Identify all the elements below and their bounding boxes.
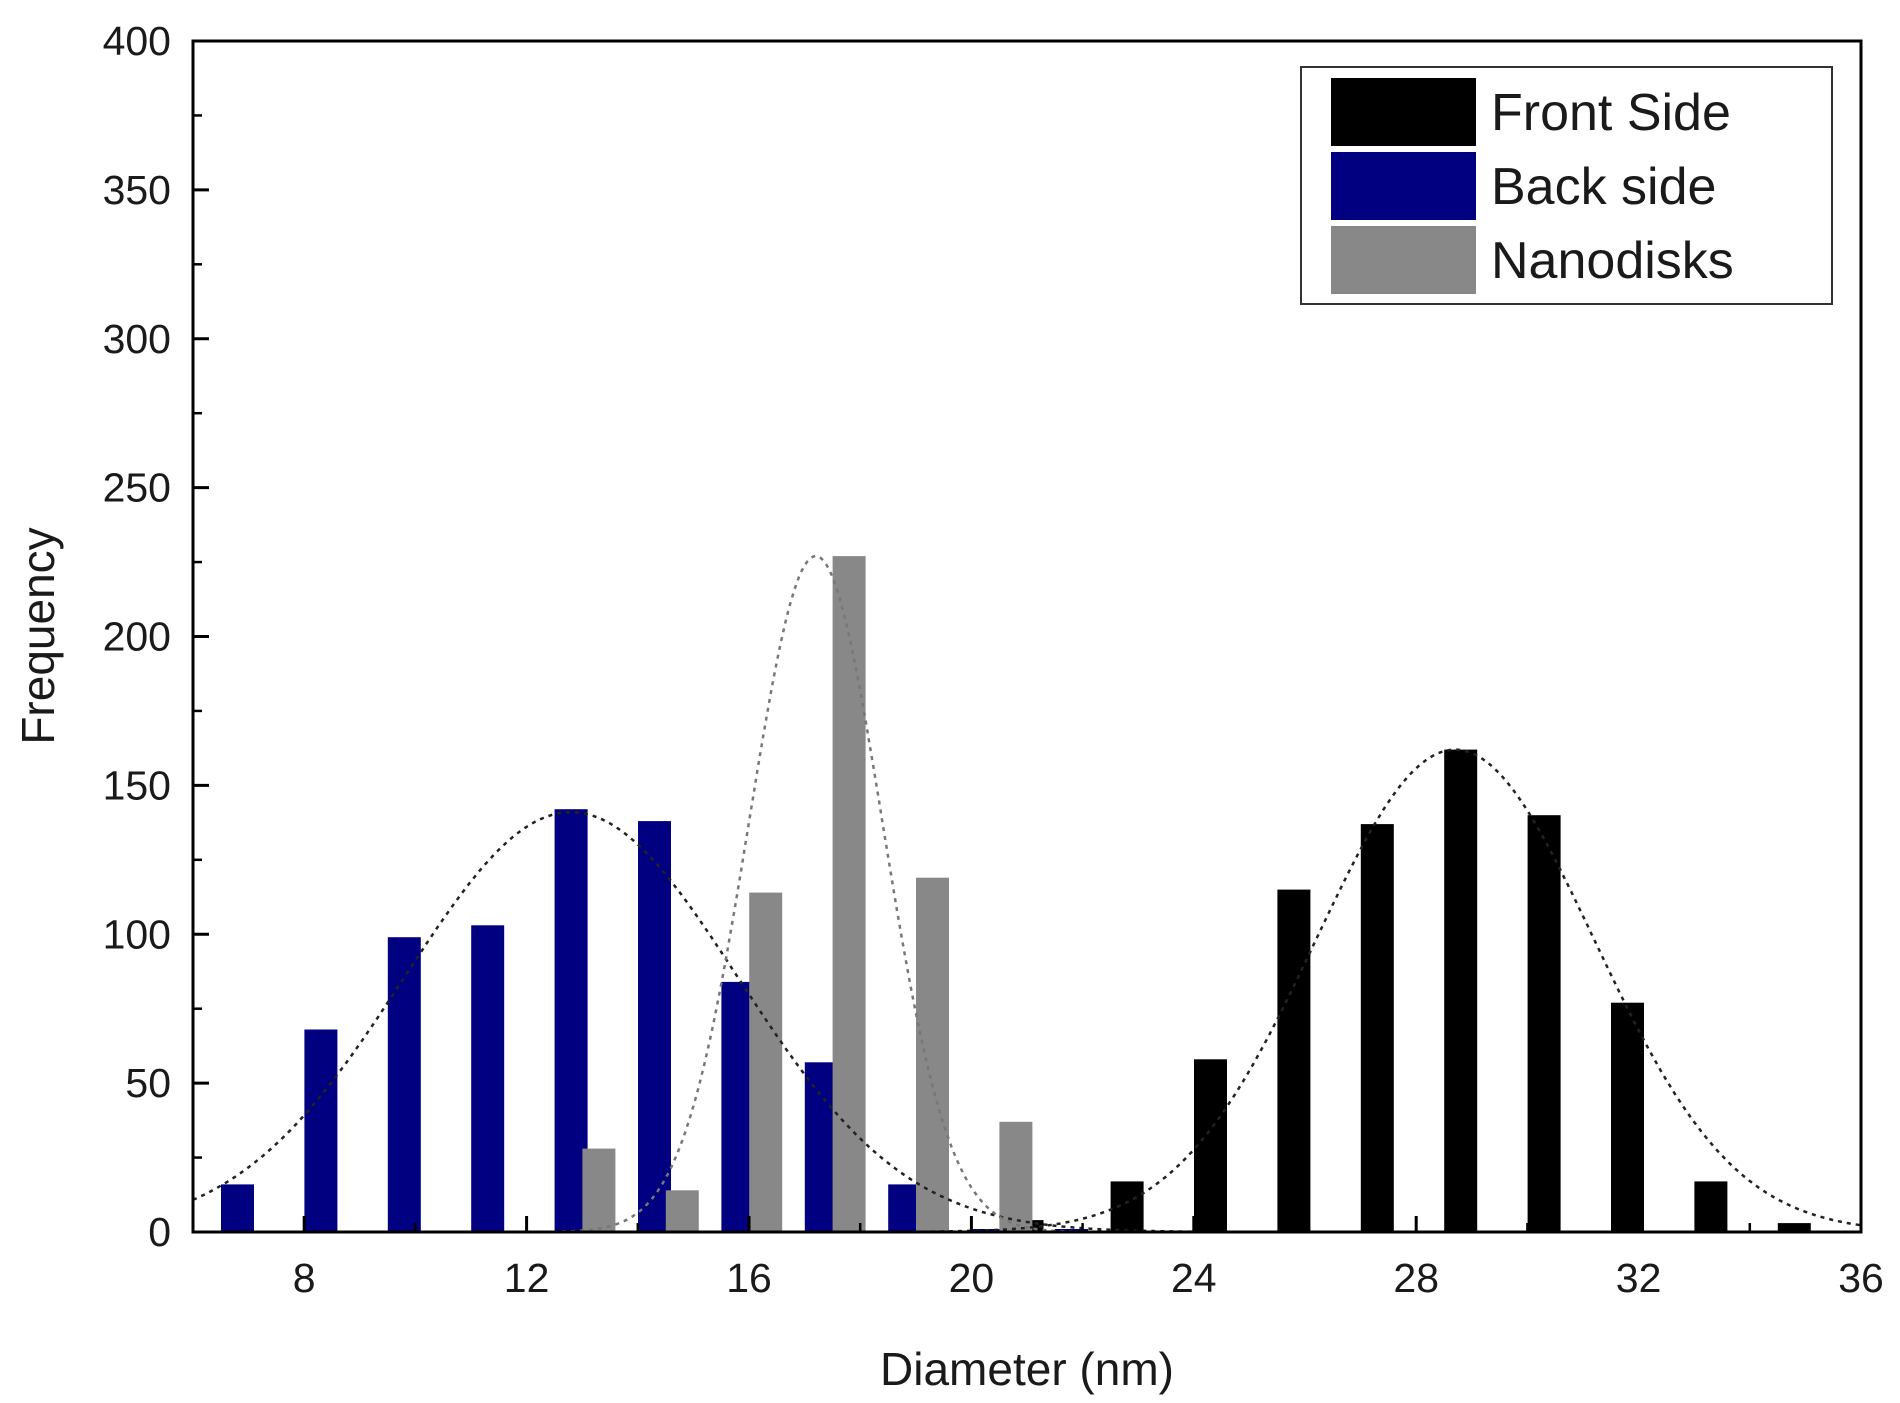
- legend-item-back-side: Back side: [1331, 152, 1716, 220]
- legend-item-nanodisks: Nanodisks: [1331, 226, 1734, 294]
- bar-back-side: [304, 1029, 338, 1232]
- bar-front-side: [1277, 889, 1311, 1232]
- x-tick-label: 12: [504, 1255, 550, 1301]
- legend-label: Front Side: [1491, 84, 1731, 142]
- bar-back-side: [471, 925, 505, 1232]
- bar-back-side: [888, 1184, 922, 1232]
- x-tick-label: 20: [949, 1255, 995, 1301]
- bar-back-side: [221, 1184, 254, 1232]
- fit-curve-back-side: [192, 810, 1861, 1234]
- legend: Front Side Back side Nanodisks: [1300, 66, 1833, 305]
- bar-nanodisks: [916, 877, 949, 1232]
- bar-back-side: [804, 1062, 838, 1232]
- bar-back-side: [638, 821, 671, 1232]
- legend-swatch: [1331, 152, 1476, 220]
- legend-label: Nanodisks: [1491, 232, 1734, 290]
- bar-nanodisks: [999, 1121, 1033, 1232]
- legend-label: Back side: [1491, 158, 1716, 216]
- x-tick-label: 8: [293, 1255, 316, 1301]
- bar-front-side: [1194, 1059, 1227, 1232]
- bar-back-side: [554, 809, 588, 1232]
- y-tick-label: 250: [103, 465, 171, 511]
- legend-swatch: [1331, 78, 1476, 146]
- bar-nanodisks: [749, 892, 783, 1232]
- bar-front-side: [1444, 749, 1478, 1232]
- x-tick-label: 32: [1616, 1255, 1662, 1301]
- bar-front-side: [1694, 1181, 1728, 1232]
- x-axis-title: Diameter (nm): [880, 1343, 1174, 1395]
- x-tick-label: 16: [726, 1255, 772, 1301]
- series-nanodisks-bars: [582, 556, 1033, 1232]
- y-tick-label: 300: [103, 316, 171, 362]
- series-front-side-bars: [1010, 749, 1811, 1232]
- bars-layer: [221, 556, 1811, 1232]
- y-tick-label: 200: [103, 614, 171, 660]
- y-tick-label: 100: [103, 911, 171, 957]
- bar-back-side: [721, 981, 755, 1232]
- bar-front-side: [1611, 1002, 1644, 1232]
- y-tick-label: 400: [103, 18, 171, 64]
- legend-item-front-side: Front Side: [1331, 78, 1731, 146]
- x-tick-label: 24: [1171, 1255, 1217, 1301]
- x-tick-label: 36: [1838, 1255, 1884, 1301]
- bar-nanodisks: [832, 556, 866, 1232]
- y-tick-label: 50: [125, 1060, 171, 1106]
- y-tick-label: 0: [148, 1209, 171, 1255]
- bar-front-side: [1527, 815, 1561, 1232]
- bar-nanodisks: [582, 1148, 616, 1232]
- legend-swatch: [1331, 226, 1476, 294]
- y-tick-label: 350: [103, 167, 171, 213]
- axes-layer: 8 12 16 20 24 28 32 36 0 50 100 150 200 250 300 350 400: [103, 18, 1884, 1301]
- bar-back-side: [387, 937, 421, 1232]
- bar-front-side: [1777, 1223, 1811, 1232]
- y-axis-title: Frequency: [12, 527, 64, 744]
- bar-front-side: [1360, 824, 1394, 1232]
- bar-nanodisks: [665, 1190, 699, 1232]
- x-tick-label: 28: [1393, 1255, 1439, 1301]
- fit-curve-front-side: [193, 748, 1862, 1234]
- y-tick-label: 150: [103, 762, 171, 808]
- bar-front-side: [1110, 1181, 1144, 1232]
- series-back-side-bars: [221, 809, 1088, 1232]
